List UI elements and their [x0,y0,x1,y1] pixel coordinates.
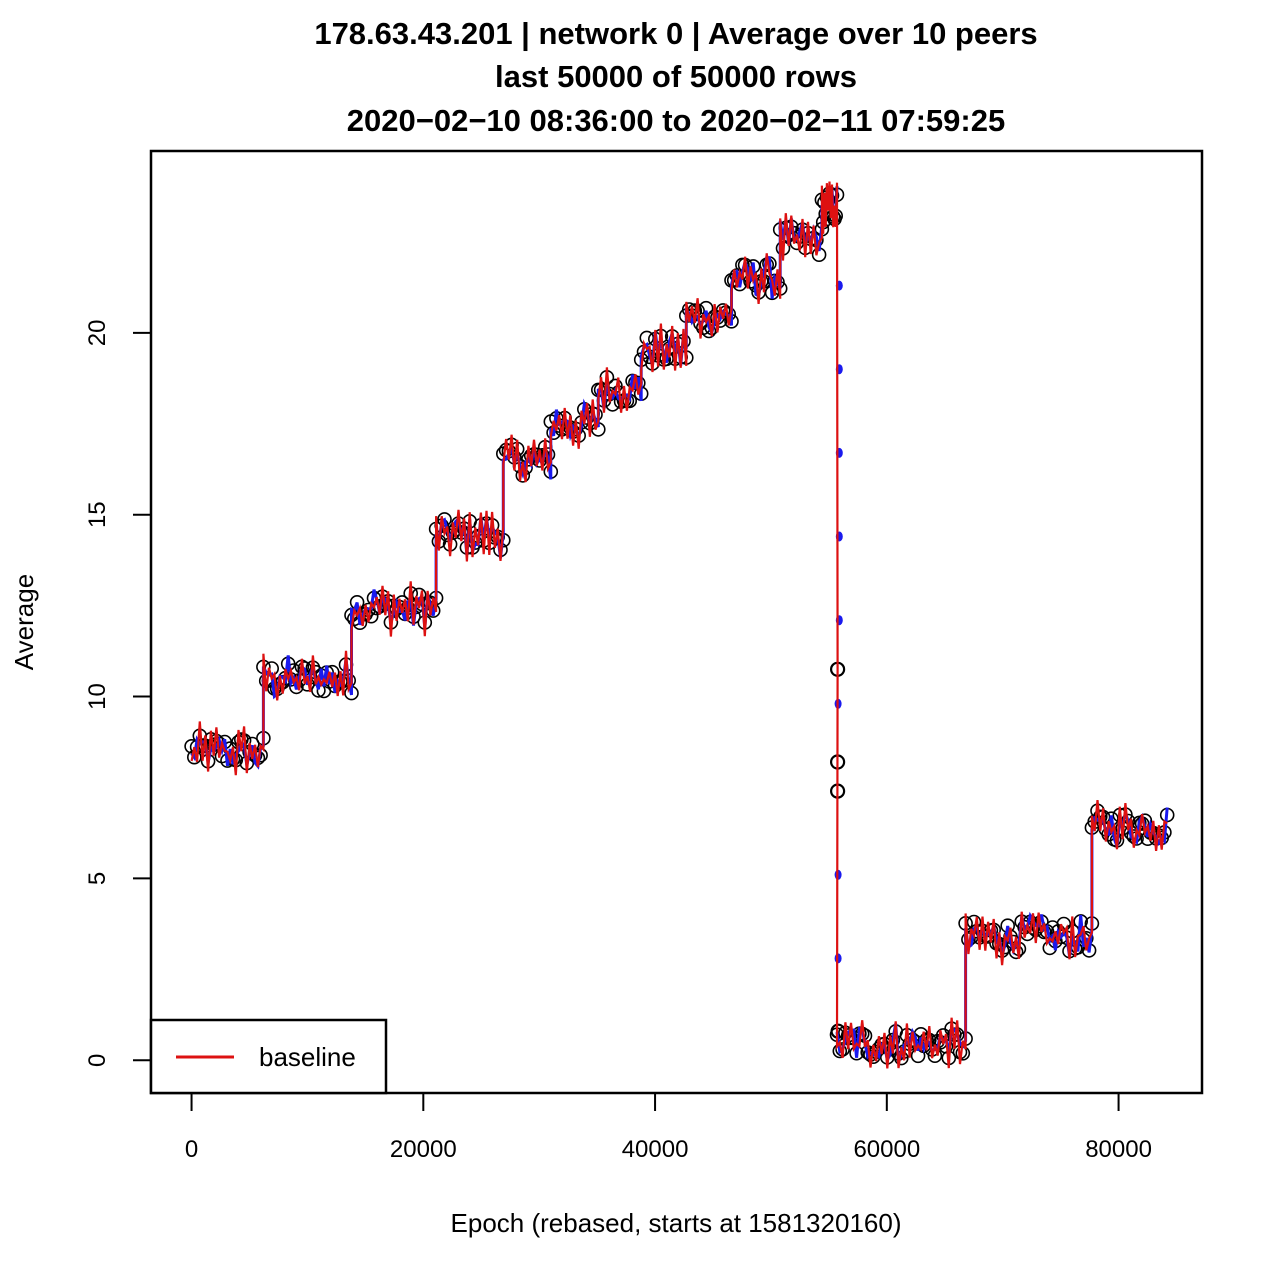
chart-title: 178.63.43.201 | network 0 | Average over… [314,16,1037,138]
chart-title-line-1: 178.63.43.201 | network 0 | Average over… [314,16,1037,51]
x-axis: 0 20000 40000 60000 80000 [185,1092,1152,1163]
x-axis-label: Epoch (rebased, starts at 1581320160) [451,1208,902,1238]
x-tick-label: 20000 [390,1136,457,1163]
y-tick-label: 10 [84,683,111,710]
data-point [910,1048,926,1064]
data-marks [184,181,1175,1069]
x-tick-label: 40000 [622,1136,689,1163]
data-point [437,512,452,527]
y-axis: 0 5 10 15 20 [84,320,152,1067]
y-tick-label: 0 [84,1054,111,1067]
chart-title-line-2: last 50000 of 50000 rows [495,59,857,94]
legend: baseline [149,1018,388,1095]
legend-label-baseline: baseline [259,1042,356,1072]
baseline-series [190,181,1168,1069]
y-axis-label: Average [9,574,39,670]
plot-area [149,149,1204,1095]
x-tick-label: 0 [185,1136,198,1163]
y-tick-label: 20 [84,320,111,347]
chart-title-line-3: 2020−02−10 08:36:00 to 2020−02−11 07:59:… [347,103,1005,138]
y-tick-label: 5 [84,872,111,885]
x-tick-label: 60000 [853,1136,920,1163]
y-tick-label: 15 [84,501,111,528]
x-tick-label: 80000 [1085,1136,1152,1163]
baseline-line [190,181,1168,1069]
